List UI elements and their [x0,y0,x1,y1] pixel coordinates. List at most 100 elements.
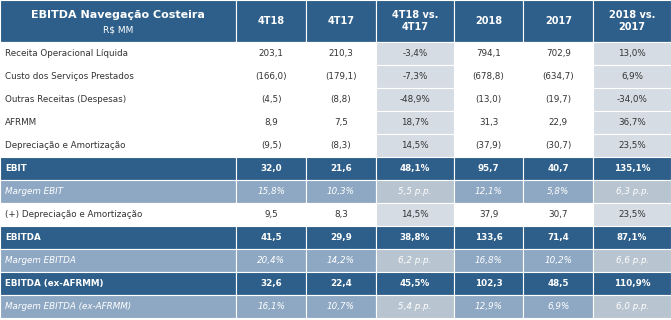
Bar [523,295,593,318]
Bar [236,272,306,295]
Text: 7,5: 7,5 [334,118,348,127]
Text: 22,9: 22,9 [549,118,568,127]
Text: EBITDA (ex-AFRMM): EBITDA (ex-AFRMM) [5,279,103,288]
Bar [454,88,523,111]
Bar [306,226,376,249]
Text: 9,5: 9,5 [264,210,278,219]
Text: (9,5): (9,5) [261,141,282,150]
Text: 32,0: 32,0 [260,164,282,173]
Bar [236,0,306,42]
Text: EBITDA: EBITDA [5,233,41,242]
Text: AFRMM: AFRMM [5,118,37,127]
Bar [523,0,593,42]
Text: 12,9%: 12,9% [474,302,503,311]
Text: (634,7): (634,7) [543,72,574,81]
Text: 702,9: 702,9 [546,49,571,58]
Text: 4T17: 4T17 [327,16,354,26]
Bar [236,157,306,180]
Text: 87,1%: 87,1% [617,233,648,242]
Bar [236,249,306,272]
Text: Depreciação e Amortização: Depreciação e Amortização [5,141,125,150]
Bar [236,88,306,111]
Bar [236,111,306,134]
Bar [306,42,376,65]
Bar [0,203,236,226]
Bar [0,295,236,318]
Text: 16,1%: 16,1% [257,302,285,311]
Text: 6,9%: 6,9% [621,72,643,81]
Text: (179,1): (179,1) [325,72,357,81]
Text: 21,6: 21,6 [330,164,352,173]
Text: (37,9): (37,9) [476,141,502,150]
Text: 6,3 p.p.: 6,3 p.p. [615,187,649,196]
Bar [236,180,306,203]
Bar [376,65,454,88]
Bar [454,157,523,180]
Text: 18,7%: 18,7% [401,118,429,127]
Bar [593,88,671,111]
Text: EBITDA Navegação Costeira: EBITDA Navegação Costeira [31,10,205,20]
Bar [376,42,454,65]
Text: 10,3%: 10,3% [327,187,355,196]
Text: Margem EBITDA: Margem EBITDA [5,256,76,265]
Bar [0,134,236,157]
Bar [376,226,454,249]
Bar [376,157,454,180]
Bar [454,272,523,295]
Bar [306,180,376,203]
Text: 2018 vs.
2017: 2018 vs. 2017 [609,10,656,32]
Bar [454,295,523,318]
Text: (678,8): (678,8) [472,72,505,81]
Bar [306,272,376,295]
Text: 13,0%: 13,0% [618,49,646,58]
Bar [376,88,454,111]
Bar [454,249,523,272]
Bar [454,226,523,249]
Text: 38,8%: 38,8% [400,233,430,242]
Text: (8,3): (8,3) [331,141,352,150]
Text: 37,9: 37,9 [479,210,499,219]
Text: 41,5: 41,5 [260,233,282,242]
Bar [454,0,523,42]
Text: 48,1%: 48,1% [400,164,430,173]
Bar [236,203,306,226]
Bar [523,249,593,272]
Text: 10,7%: 10,7% [327,302,355,311]
Bar [593,42,671,65]
Text: 102,3: 102,3 [474,279,503,288]
Bar [523,42,593,65]
Bar [236,295,306,318]
Bar [593,272,671,295]
Text: 14,2%: 14,2% [327,256,355,265]
Text: 794,1: 794,1 [476,49,501,58]
Text: 23,5%: 23,5% [618,141,646,150]
Bar [454,111,523,134]
Bar [236,65,306,88]
Bar [306,65,376,88]
Bar [236,134,306,157]
Bar [306,203,376,226]
Text: 210,3: 210,3 [329,49,354,58]
Bar [306,0,376,42]
Bar [523,157,593,180]
Text: 4T18 vs.
4T17: 4T18 vs. 4T17 [392,10,438,32]
Bar [306,249,376,272]
Text: 45,5%: 45,5% [400,279,430,288]
Text: 48,5: 48,5 [548,279,569,288]
Text: Receita Operacional Líquida: Receita Operacional Líquida [5,49,128,58]
Text: 29,9: 29,9 [330,233,352,242]
Text: 30,7: 30,7 [549,210,568,219]
Bar [523,134,593,157]
Bar [454,65,523,88]
Text: 203,1: 203,1 [259,49,284,58]
Bar [593,249,671,272]
Bar [236,226,306,249]
Text: 12,1%: 12,1% [474,187,503,196]
Bar [523,180,593,203]
Bar [376,295,454,318]
Bar [376,134,454,157]
Text: 2017: 2017 [545,16,572,26]
Text: Margem EBIT: Margem EBIT [5,187,63,196]
Bar [454,134,523,157]
Bar [376,111,454,134]
